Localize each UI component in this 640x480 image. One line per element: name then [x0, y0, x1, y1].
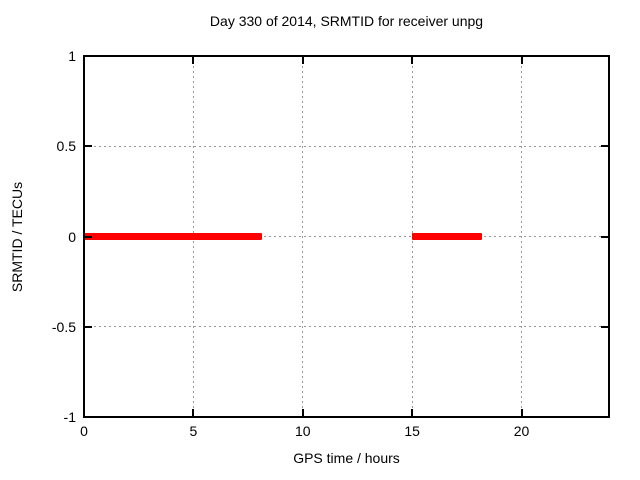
- x-tick-label: 20: [513, 423, 530, 439]
- x-tick-mark: [192, 56, 195, 64]
- x-tick-mark: [301, 409, 304, 417]
- y-tick-mark: [601, 325, 609, 328]
- gridline-vertical: [302, 56, 304, 417]
- data-segment: [412, 233, 483, 240]
- x-tick-mark: [411, 409, 414, 417]
- plot-area: [83, 55, 610, 418]
- plot-border-top: [83, 55, 610, 57]
- plot-border-bottom: [83, 416, 610, 418]
- gridline-vertical: [521, 56, 522, 417]
- data-segment: [84, 233, 263, 240]
- gridline-horizontal: [84, 236, 609, 237]
- y-tick-label: 0.5: [56, 138, 76, 155]
- y-tick-mark: [84, 235, 92, 238]
- x-tick-label: 5: [189, 423, 198, 439]
- x-tick-label: 10: [294, 423, 311, 439]
- x-tick-label: 0: [80, 423, 88, 439]
- x-tick-mark: [520, 56, 523, 64]
- y-tick-mark: [601, 145, 609, 148]
- x-tick-label: 15: [404, 423, 420, 439]
- y-tick-label: 1: [68, 48, 76, 64]
- y-tick-mark: [84, 325, 92, 328]
- x-tick-mark: [411, 56, 414, 64]
- y-tick-mark: [601, 235, 609, 238]
- y-tick-label: -0.5: [51, 318, 76, 335]
- x-tick-mark: [192, 409, 195, 417]
- chart-title: Day 330 of 2014, SRMTID for receiver unp…: [209, 13, 484, 29]
- y-tick-label: 0: [68, 228, 76, 245]
- gridline-horizontal: [84, 145, 609, 147]
- plot-border-right: [608, 55, 610, 418]
- y-tick-mark: [84, 145, 92, 148]
- x-tick-mark: [520, 409, 523, 417]
- plot-border-left: [83, 55, 85, 418]
- gridline-horizontal: [84, 326, 609, 328]
- x-axis-label: GPS time / hours: [293, 450, 400, 466]
- x-tick-mark: [301, 56, 304, 64]
- y-tick-label: -1: [63, 409, 76, 425]
